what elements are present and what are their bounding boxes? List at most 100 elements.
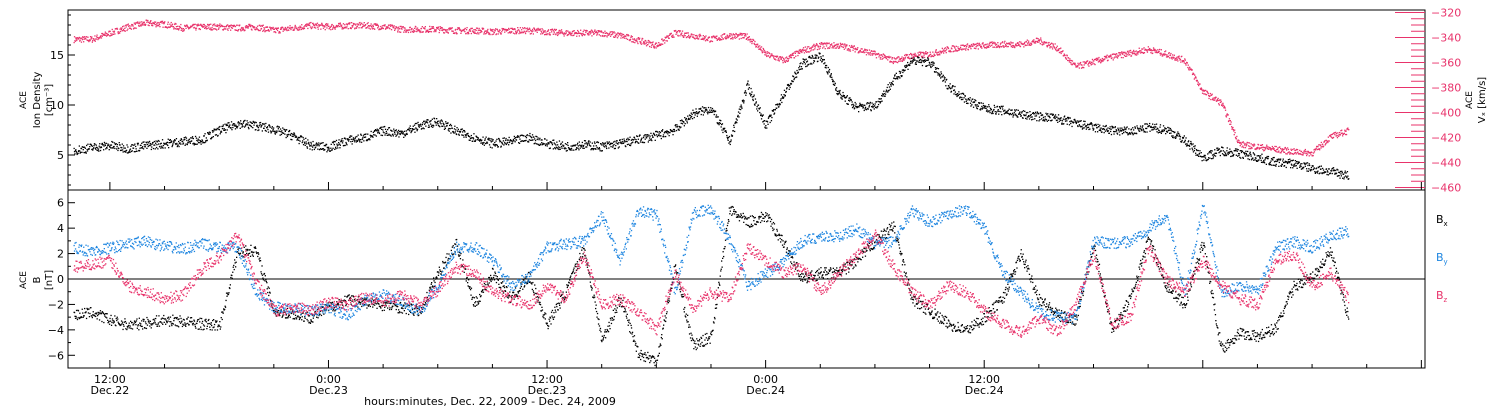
vx-point [1294, 149, 1296, 151]
vx-point [299, 29, 301, 31]
density-point [355, 141, 358, 143]
vx-point [978, 42, 980, 44]
vx-point [145, 23, 147, 26]
density-point [932, 62, 934, 64]
vx-point [569, 31, 571, 33]
density-point [133, 151, 135, 153]
density-point [888, 86, 891, 88]
vx-point [436, 27, 439, 29]
vx-point [126, 29, 128, 32]
density-point [129, 149, 131, 151]
density-point [921, 64, 924, 67]
vx-point [496, 28, 498, 31]
vx-point [1174, 57, 1176, 60]
density-point [306, 147, 309, 149]
density-point [538, 144, 541, 146]
density-point [136, 150, 138, 152]
density-point [736, 122, 738, 124]
vx-point [247, 26, 250, 28]
vx-point [648, 40, 650, 42]
density-point [821, 60, 823, 62]
vx-point [76, 39, 78, 42]
vx-point [942, 49, 944, 51]
density-point [476, 136, 478, 138]
density-point [568, 147, 570, 149]
density-point [127, 146, 129, 148]
density-point [764, 127, 767, 129]
vx-point [348, 23, 351, 25]
density-point [162, 147, 164, 149]
vx-point [778, 60, 780, 62]
vx-point [684, 35, 686, 37]
density-point [387, 129, 389, 131]
vx-point [713, 36, 715, 38]
vx-point [963, 45, 966, 47]
density-point [299, 140, 301, 142]
density-point [287, 133, 289, 136]
density-point [871, 105, 874, 107]
vx-point [730, 37, 733, 40]
vx-point [1329, 134, 1332, 136]
vx-point [497, 30, 499, 32]
density-point [649, 135, 651, 137]
density-point [602, 143, 604, 145]
vx-point [1202, 89, 1205, 91]
density-point [227, 126, 230, 128]
density-point [773, 113, 775, 115]
vx-point [903, 59, 905, 61]
vx-point [654, 46, 656, 48]
vx-point [361, 27, 363, 29]
density-point [903, 70, 905, 72]
vx-point [460, 30, 462, 33]
vx-point [513, 28, 515, 31]
density-point [781, 97, 783, 99]
vx-point [510, 27, 512, 30]
density-point [760, 118, 763, 120]
vx-point [272, 28, 274, 30]
vx-point [388, 24, 390, 27]
vx-point [628, 35, 630, 37]
vx-point [631, 41, 633, 43]
density-point [883, 93, 885, 95]
density-point [910, 57, 913, 59]
vx-point [1057, 48, 1059, 51]
vx-point [799, 51, 802, 53]
density-point [206, 139, 208, 141]
vx-point [1260, 144, 1263, 146]
density-point [909, 64, 911, 66]
density-point [902, 71, 904, 74]
vx-point [218, 24, 220, 27]
vx-point [769, 56, 771, 59]
vx-point [1181, 55, 1183, 57]
vx-point [603, 35, 605, 38]
density-point [457, 130, 459, 132]
density-axis-label-unit: [cm⁻³] [44, 84, 55, 116]
density-point [544, 138, 546, 140]
vx-point [269, 28, 272, 30]
vx-point [342, 23, 345, 25]
vx-point [192, 24, 194, 26]
density-point [333, 140, 335, 143]
density-point [169, 139, 171, 141]
vx-point [560, 29, 563, 31]
density-point [745, 94, 747, 96]
vx-point [78, 37, 80, 40]
vx-point [180, 23, 182, 26]
vx-point [953, 45, 955, 47]
vx-point [426, 30, 428, 33]
vx-point [982, 42, 984, 44]
density-point [569, 148, 571, 150]
vx-point [1193, 78, 1195, 80]
vx-point [954, 50, 956, 52]
vx-point [1248, 148, 1250, 150]
vx-point [952, 45, 954, 47]
vx-point [873, 50, 875, 52]
density-point [626, 143, 629, 146]
vx-point [1165, 54, 1167, 56]
vx-point [478, 33, 480, 35]
density-point [170, 140, 172, 142]
density-point [294, 134, 296, 136]
vx-point [399, 28, 401, 30]
vx-point [1191, 69, 1193, 71]
density-point [352, 138, 354, 140]
